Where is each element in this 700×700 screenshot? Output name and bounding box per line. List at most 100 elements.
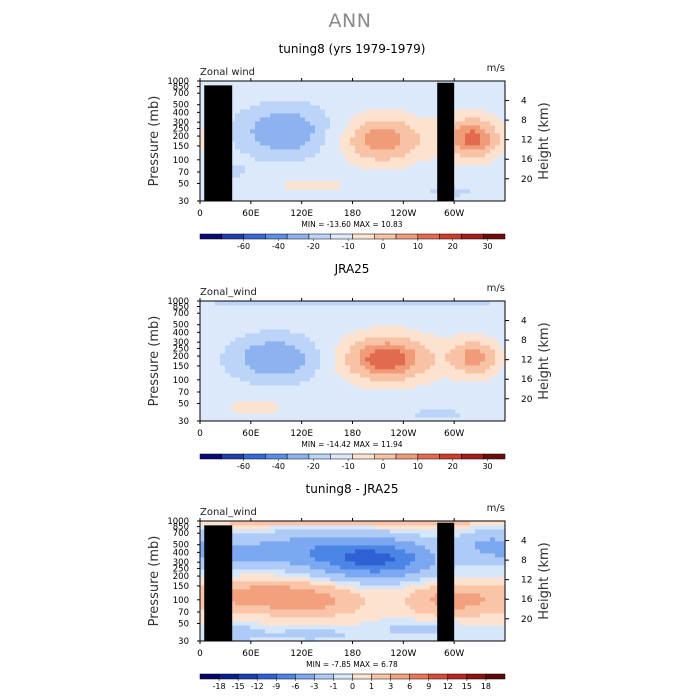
field-cell — [475, 333, 481, 338]
field-cell — [315, 309, 321, 314]
field-cell — [370, 625, 376, 630]
field-cell — [285, 629, 291, 634]
field-cell — [470, 597, 476, 602]
field-cell — [200, 317, 206, 322]
field-cell — [245, 637, 251, 642]
field-cell — [255, 617, 261, 622]
field-cell — [315, 305, 321, 310]
field-cell — [355, 365, 361, 370]
field-cell — [335, 337, 341, 342]
field-cell — [355, 165, 361, 170]
field-cell — [275, 301, 281, 306]
field-cell — [465, 149, 471, 154]
field-cell — [335, 185, 341, 190]
field-cell — [330, 301, 336, 306]
field-cell — [220, 389, 226, 394]
field-cell — [465, 405, 471, 410]
field-cell — [295, 385, 301, 390]
field-cell — [325, 101, 331, 106]
field-cell — [285, 149, 291, 154]
field-cell — [365, 617, 371, 622]
field-cell — [395, 321, 401, 326]
field-cell — [445, 373, 451, 378]
field-cell — [345, 165, 351, 170]
field-cell — [420, 629, 426, 634]
field-cell — [295, 85, 301, 90]
field-cell — [240, 81, 246, 86]
field-cell — [220, 385, 226, 390]
field-cell — [415, 565, 421, 570]
chart-title: tuning8 (yrs 1979-1979) — [279, 42, 426, 56]
field-cell — [325, 417, 331, 422]
field-cell — [250, 301, 256, 306]
field-cell — [455, 589, 461, 594]
field-cell — [265, 629, 271, 634]
field-cell — [500, 389, 506, 394]
field-cell — [390, 85, 396, 90]
field-cell — [375, 345, 381, 350]
field-cell — [360, 585, 366, 590]
field-cell — [295, 585, 301, 590]
field-cell — [370, 125, 376, 130]
field-cell — [320, 409, 326, 414]
field-cell — [200, 349, 206, 354]
field-cell — [430, 621, 436, 626]
field-cell — [290, 405, 296, 410]
field-cell — [270, 189, 276, 194]
field-cell — [345, 609, 351, 614]
field-cell — [380, 113, 386, 118]
field-cell — [455, 401, 461, 406]
field-cell — [265, 357, 271, 362]
field-cell — [485, 117, 491, 122]
height-tick-label: 4 — [521, 317, 527, 327]
field-cell — [340, 389, 346, 394]
pressure-tick-label: 250 — [173, 344, 189, 354]
field-cell — [250, 117, 256, 122]
field-cell — [500, 329, 506, 334]
field-cell — [370, 193, 376, 198]
field-cell — [465, 81, 471, 86]
field-cell — [305, 373, 311, 378]
field-cell — [285, 401, 291, 406]
field-cell — [270, 197, 276, 202]
field-cell — [465, 89, 471, 94]
field-cell — [360, 313, 366, 318]
field-cell — [275, 81, 281, 86]
field-cell — [320, 597, 326, 602]
field-cell — [365, 113, 371, 118]
field-cell — [425, 381, 431, 386]
field-cell — [210, 81, 216, 86]
field-cell — [375, 173, 381, 178]
field-cell — [290, 157, 296, 162]
field-cell — [460, 573, 466, 578]
field-cell — [235, 157, 241, 162]
field-cell — [435, 349, 441, 354]
field-cell — [255, 369, 261, 374]
field-cell — [375, 609, 381, 614]
field-cell — [305, 93, 311, 98]
field-cell — [265, 89, 271, 94]
field-cell — [380, 585, 386, 590]
field-cell — [210, 329, 216, 334]
field-cell — [275, 109, 281, 114]
field-cell — [430, 317, 436, 322]
field-cell — [470, 117, 476, 122]
field-cell — [500, 85, 506, 90]
field-cell — [475, 309, 481, 314]
field-cell — [425, 625, 431, 630]
field-cell — [370, 305, 376, 310]
field-cell — [390, 177, 396, 182]
field-cell — [255, 585, 261, 590]
field-cell — [365, 409, 371, 414]
field-cell — [350, 345, 356, 350]
field-cell — [250, 93, 256, 98]
field-cell — [345, 81, 351, 86]
field-cell — [455, 385, 461, 390]
colorbar-label: 0 — [380, 242, 385, 251]
field-cell — [435, 385, 441, 390]
field-cell — [420, 321, 426, 326]
field-cell — [460, 405, 466, 410]
field-cell — [460, 349, 466, 354]
field-cell — [485, 109, 491, 114]
field-cell — [250, 593, 256, 598]
